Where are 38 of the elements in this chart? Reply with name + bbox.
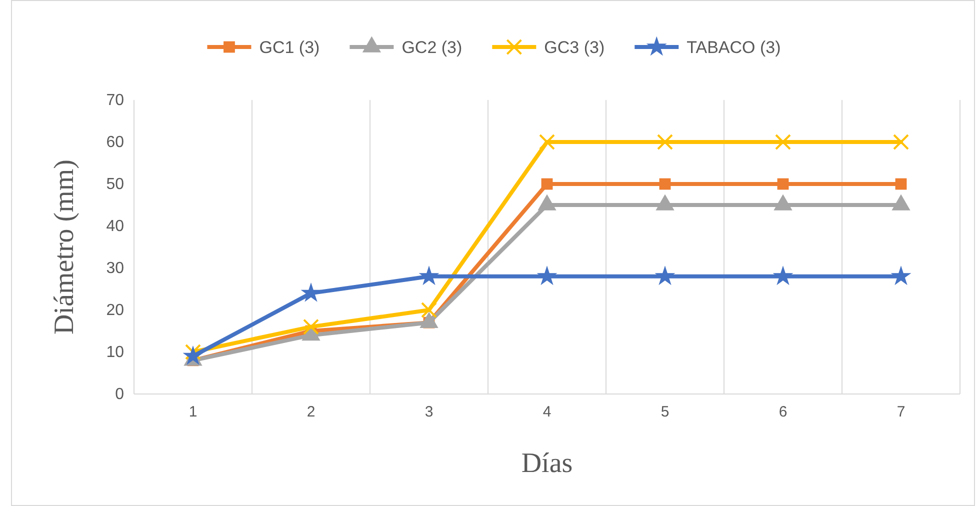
point [421,302,437,318]
legend-label: GC3 (3) [544,38,605,57]
x-axis-title: Días [521,448,573,479]
point [772,266,794,286]
x-tick-label: 3 [424,404,434,421]
x-tick-label: 4 [542,404,552,421]
legend-label: TABACO (3) [686,38,781,57]
point [777,178,789,190]
x-tick-label: 6 [778,404,788,421]
point [657,134,673,150]
y-tick-label: 60 [106,134,124,152]
point [418,266,440,286]
x-tick-label: 7 [896,404,906,421]
point [536,266,558,286]
x-tick-label: 2 [306,404,316,421]
y-tick-label: 30 [106,260,124,278]
point [303,318,319,335]
legend-label: GC2 (3) [402,38,462,57]
y-tick-label: 0 [115,386,124,404]
y-tick-label: 70 [106,92,124,110]
point [893,134,909,150]
y-tick-label: 10 [106,344,124,362]
point [541,178,553,190]
point [775,134,791,150]
y-axis-title: Diámetro (mm) [49,160,80,334]
point [539,134,555,150]
point [300,282,322,302]
y-tick-label: 20 [106,302,124,320]
x-tick-label: 1 [188,404,198,421]
point [895,178,907,190]
point [182,345,204,365]
legend-label: GC1 (3) [259,38,320,57]
point [654,266,676,286]
point [659,178,671,190]
y-tick-label: 50 [106,176,124,194]
point [890,266,912,286]
x-tick-label: 5 [660,404,670,421]
y-tick-label: 40 [106,218,124,236]
